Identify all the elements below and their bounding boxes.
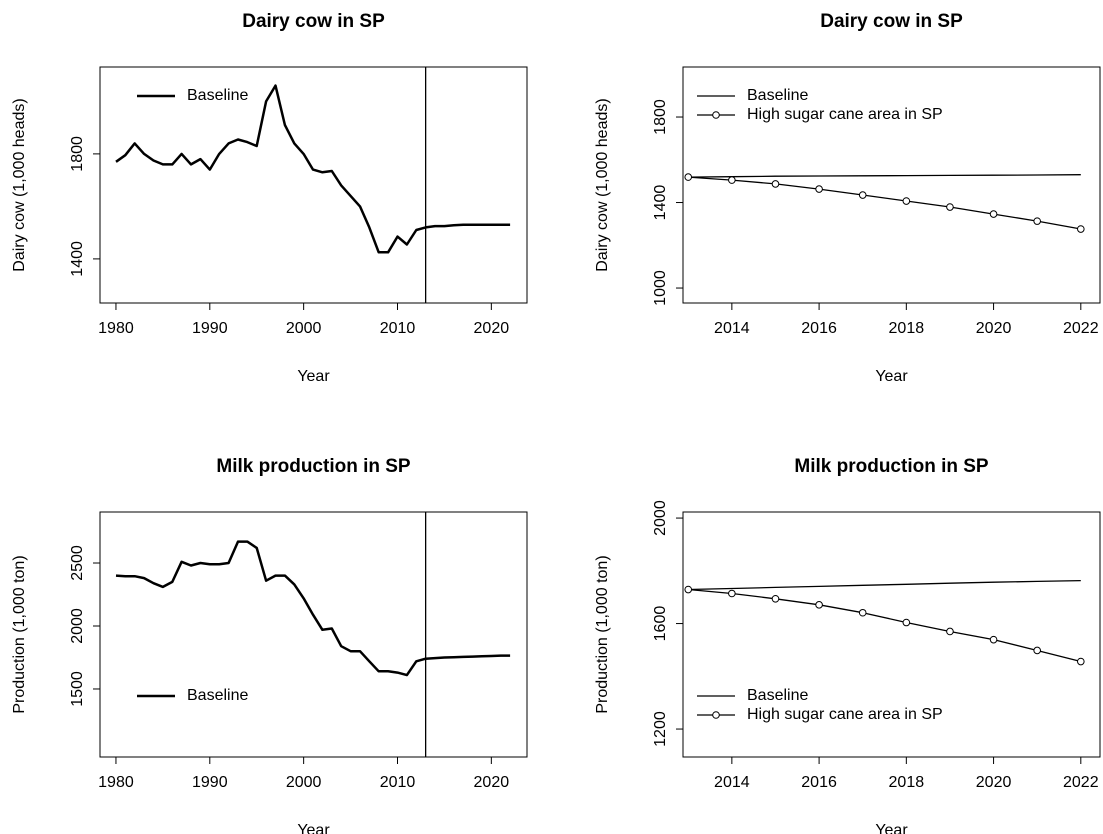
data-point xyxy=(989,635,998,644)
chart-title: Dairy cow in SP xyxy=(820,11,963,32)
y-tick-label: 1200 xyxy=(652,711,669,747)
y-tick-label: 1400 xyxy=(652,185,669,221)
data-point xyxy=(902,618,911,627)
x-tick-label: 2000 xyxy=(286,774,322,791)
y-axis-label: Production (1,000 ton) xyxy=(594,555,611,713)
y-tick-label: 2500 xyxy=(69,545,86,581)
y-tick-label: 2000 xyxy=(69,608,86,644)
x-tick-label: 2016 xyxy=(801,774,837,791)
data-point xyxy=(858,608,867,617)
y-tick-label: 1600 xyxy=(652,606,669,642)
plot-box xyxy=(682,66,1101,304)
data-point xyxy=(684,585,693,594)
y-axis-label: Dairy cow (1,000 heads) xyxy=(594,98,611,271)
x-axis-label: Year xyxy=(297,368,330,385)
series-line xyxy=(688,174,1081,178)
data-point xyxy=(1077,225,1085,233)
data-point xyxy=(815,601,823,609)
data-point xyxy=(771,180,780,188)
data-point xyxy=(1033,646,1041,655)
y-tick-label: 1500 xyxy=(69,671,86,707)
data-point xyxy=(946,203,954,211)
data-point xyxy=(946,627,954,636)
x-tick-label: 2018 xyxy=(889,320,925,337)
data-point xyxy=(902,197,911,205)
plot-box xyxy=(99,66,528,304)
data-point xyxy=(815,185,823,193)
x-tick-label: 2022 xyxy=(1063,320,1099,337)
data-point xyxy=(728,176,736,184)
x-tick-label: 1980 xyxy=(98,774,134,791)
x-tick-label: 2000 xyxy=(286,320,322,337)
x-tick-label: 1980 xyxy=(98,320,134,337)
series-line xyxy=(688,588,1081,663)
x-tick-label: 2020 xyxy=(474,774,510,791)
x-tick-label: 1990 xyxy=(192,774,228,791)
data-point xyxy=(684,173,693,181)
x-tick-label: 2014 xyxy=(714,320,750,337)
legend-label: High sugar cane area in SP xyxy=(747,106,943,123)
y-tick-label: 1800 xyxy=(69,136,86,172)
plot-box xyxy=(682,511,1101,758)
chart-title: Dairy cow in SP xyxy=(242,11,385,32)
series-line xyxy=(115,84,511,254)
y-axis-label: Production (1,000 ton) xyxy=(11,555,28,713)
data-point xyxy=(858,191,867,199)
y-tick-label: 1400 xyxy=(69,241,86,277)
legend-label: Baseline xyxy=(747,87,808,104)
x-tick-label: 2020 xyxy=(976,320,1012,337)
legend-label: Baseline xyxy=(187,687,248,704)
x-axis-label: Year xyxy=(875,368,908,385)
series-line xyxy=(688,176,1081,230)
x-tick-label: 2010 xyxy=(380,320,416,337)
data-point xyxy=(728,589,736,598)
legend-label: Baseline xyxy=(187,87,248,104)
y-tick-label: 2000 xyxy=(652,500,669,536)
x-tick-label: 2014 xyxy=(714,774,750,791)
legend-label: Baseline xyxy=(747,687,808,704)
y-tick-label: 1000 xyxy=(652,270,669,306)
x-axis-label: Year xyxy=(297,822,330,834)
y-tick-label: 1800 xyxy=(652,99,669,135)
plot-box xyxy=(99,511,528,758)
x-tick-label: 2018 xyxy=(889,774,925,791)
y-axis-label: Dairy cow (1,000 heads) xyxy=(11,98,28,271)
x-tick-label: 2010 xyxy=(380,774,416,791)
x-tick-label: 2020 xyxy=(474,320,510,337)
chart-title: Milk production in SP xyxy=(794,456,989,477)
x-axis-label: Year xyxy=(875,822,908,834)
x-tick-label: 2016 xyxy=(801,320,837,337)
x-tick-label: 1990 xyxy=(192,320,228,337)
series-line xyxy=(115,540,511,677)
legend-marker xyxy=(712,111,720,119)
x-tick-label: 2020 xyxy=(976,774,1012,791)
data-point xyxy=(1077,657,1085,666)
data-point xyxy=(1033,217,1041,225)
data-point xyxy=(989,210,998,218)
chart-title: Milk production in SP xyxy=(216,456,411,477)
legend-marker xyxy=(712,711,720,719)
x-tick-label: 2022 xyxy=(1063,774,1099,791)
series-line xyxy=(688,579,1081,591)
legend-label: High sugar cane area in SP xyxy=(747,706,943,723)
data-point xyxy=(771,594,780,603)
